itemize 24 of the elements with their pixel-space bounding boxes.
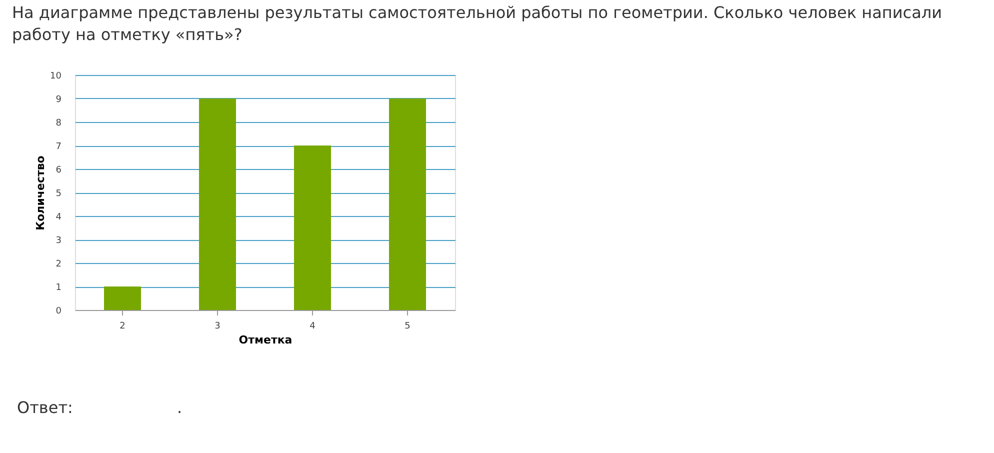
text: Ответ: xyxy=(17,398,73,417)
y-tick-label: 9 xyxy=(56,95,62,105)
chart-title: На диаграмме представлены результаты самостоятельной работы по геометрии. Сколько человек написали работу на отметку «пять»? xyxy=(12,3,942,44)
y-axis-title: Количество xyxy=(34,155,48,230)
x-axis-title: Отметка xyxy=(238,334,292,346)
bar xyxy=(104,286,141,310)
y-tick-label: 6 xyxy=(56,166,62,176)
bar xyxy=(199,98,236,310)
y-tick-label: 4 xyxy=(56,212,62,222)
x-tick-label: 4 xyxy=(310,322,316,332)
x-tick-label: 2 xyxy=(120,322,126,332)
text: . xyxy=(177,398,182,417)
bar xyxy=(389,98,426,310)
y-tick-label: 3 xyxy=(56,236,62,246)
x-tick-label: 3 xyxy=(214,322,220,332)
y-tick-label: 5 xyxy=(56,189,62,199)
y-tick-label: 8 xyxy=(56,118,62,128)
y-tick-label: 10 xyxy=(50,72,62,82)
y-tick-label: 0 xyxy=(56,306,62,316)
y-tick-label: 1 xyxy=(56,283,62,293)
y-tick-label: 7 xyxy=(56,142,62,152)
bar xyxy=(294,146,331,310)
x-tick-label: 5 xyxy=(404,322,410,332)
y-tick-label: 2 xyxy=(56,260,62,270)
